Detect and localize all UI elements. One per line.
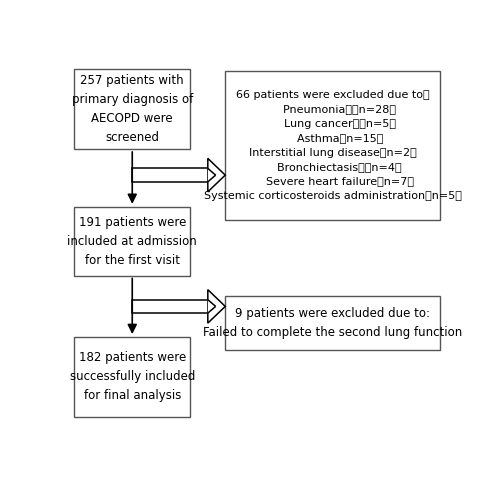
Text: 191 patients were
included at admission
for the first visit: 191 patients were included at admission … — [68, 215, 197, 267]
FancyBboxPatch shape — [74, 337, 190, 417]
Polygon shape — [208, 290, 225, 323]
Text: 66 patients were excluded due to：
    Pneumonia　（n=28）
    Lung cancer　（n=5）
   : 66 patients were excluded due to： Pneumo… — [204, 90, 462, 201]
Text: 9 patients were excluded due to:
Failed to complete the second lung function: 9 patients were excluded due to: Failed … — [203, 307, 462, 339]
Text: 182 patients were
successfully included
for final analysis: 182 patients were successfully included … — [70, 351, 195, 402]
FancyBboxPatch shape — [225, 71, 440, 220]
FancyBboxPatch shape — [74, 69, 190, 149]
FancyBboxPatch shape — [74, 207, 190, 275]
FancyBboxPatch shape — [225, 296, 440, 350]
Polygon shape — [208, 169, 216, 182]
Polygon shape — [208, 299, 216, 313]
Polygon shape — [208, 158, 225, 192]
Text: 257 patients with
primary diagnosis of
AECOPD were
screened: 257 patients with primary diagnosis of A… — [72, 74, 193, 144]
